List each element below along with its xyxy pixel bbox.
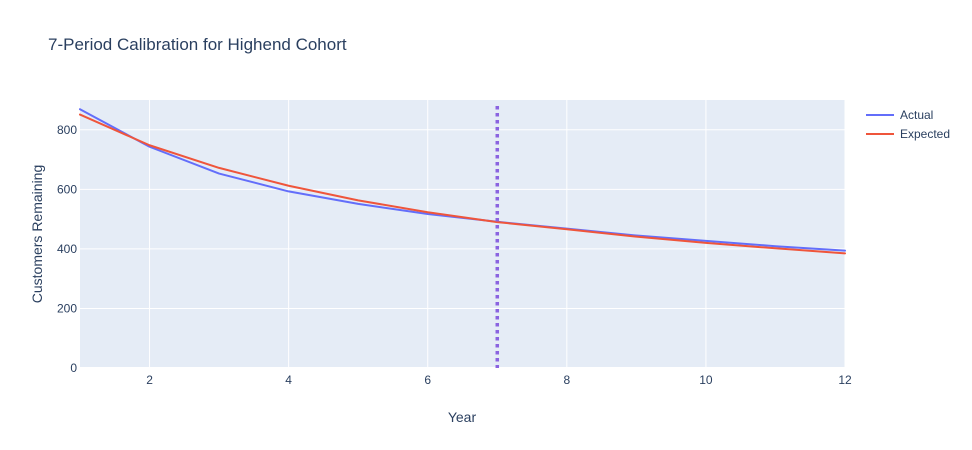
chart-title: 7-Period Calibration for Highend Cohort [48, 35, 347, 54]
y-tick-label: 600 [57, 182, 77, 196]
x-tick-label: 8 [563, 373, 570, 387]
x-tick-label: 6 [424, 373, 431, 387]
y-tick-label: 800 [57, 123, 77, 137]
series-line-expected [79, 113, 846, 255]
x-tick-label: 12 [838, 373, 852, 387]
y-axis-title: Customers Remaining [29, 165, 45, 304]
legend-label-actual: Actual [900, 108, 933, 122]
plot-area [80, 100, 845, 368]
x-tick-label: 4 [285, 373, 292, 387]
legend-label-expected: Expected [900, 127, 950, 141]
series-lines [79, 108, 846, 255]
x-tick-label: 2 [146, 373, 153, 387]
legend[interactable]: Actual Expected [866, 108, 950, 141]
y-tick-label: 0 [70, 361, 77, 375]
y-tick-label: 200 [57, 301, 77, 315]
y-tick-label: 400 [57, 242, 77, 256]
x-tick-label: 10 [699, 373, 713, 387]
x-axis-title: Year [448, 409, 477, 425]
grid [80, 100, 846, 369]
tick-labels: 2 4 6 8 10 12 0 200 400 600 800 [57, 123, 852, 387]
